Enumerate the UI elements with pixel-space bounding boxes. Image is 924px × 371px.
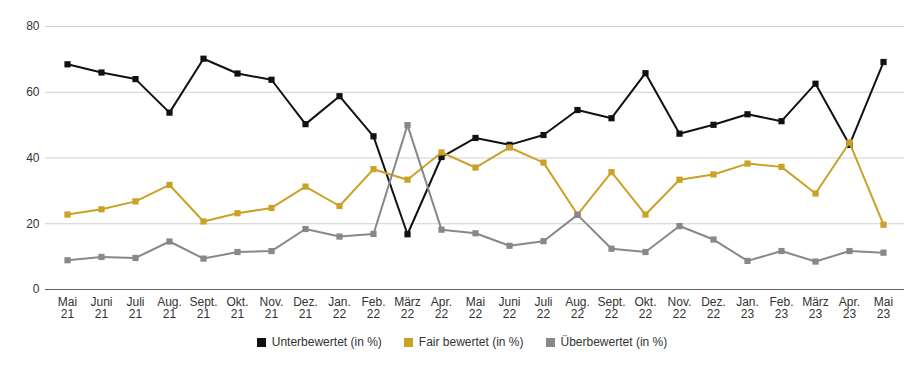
svg-text:Jan.22: Jan.22 <box>328 295 351 321</box>
html-text:Fair bewertet (in %): Fair bewertet (in %) <box>418 335 524 349</box>
svg-text:Aug.22: Aug.22 <box>565 295 590 321</box>
svg-text:Apr.22: Apr.22 <box>431 295 452 321</box>
svg-text:Sept.22: Sept.22 <box>597 295 625 321</box>
svg-text:Juni22: Juni22 <box>498 295 520 321</box>
svg-text:Juni21: Juni21 <box>90 295 112 321</box>
svg-text:Juli22: Juli22 <box>534 295 552 321</box>
svg-text:Feb.22: Feb.22 <box>361 295 385 321</box>
svg-text:März23: März23 <box>802 295 829 321</box>
svg-text:Apr.23: Apr.23 <box>839 295 860 321</box>
svg-text:80: 80 <box>26 19 40 33</box>
svg-text:Mai23: Mai23 <box>874 295 893 321</box>
svg-text:40: 40 <box>26 151 40 165</box>
svg-text:20: 20 <box>26 217 40 231</box>
html-text:Überbewertet (in %): Überbewertet (in %) <box>560 335 668 349</box>
svg-text:Dez.21: Dez.21 <box>293 295 318 321</box>
svg-text:März22: März22 <box>394 295 421 321</box>
svg-text:Feb.23: Feb.23 <box>769 295 793 321</box>
svg-text:60: 60 <box>26 85 40 99</box>
svg-text:Nov.22: Nov.22 <box>668 295 692 321</box>
svg-text:Juli21: Juli21 <box>126 295 144 321</box>
svg-text:Nov.21: Nov.21 <box>260 295 284 321</box>
svg-text:Mai22: Mai22 <box>466 295 485 321</box>
svg-text:Okt.22: Okt.22 <box>634 295 656 321</box>
svg-text:Sept.21: Sept.21 <box>189 295 217 321</box>
html-text:Unterbewertet (in %): Unterbewertet (in %) <box>271 335 382 349</box>
svg-text:Dez.22: Dez.22 <box>701 295 726 321</box>
svg-text:0: 0 <box>33 282 40 296</box>
svg-text:Aug.21: Aug.21 <box>157 295 182 321</box>
svg-text:Jan.23: Jan.23 <box>736 295 759 321</box>
svg-text:Okt.21: Okt.21 <box>226 295 248 321</box>
svg-text:Mai21: Mai21 <box>58 295 77 321</box>
